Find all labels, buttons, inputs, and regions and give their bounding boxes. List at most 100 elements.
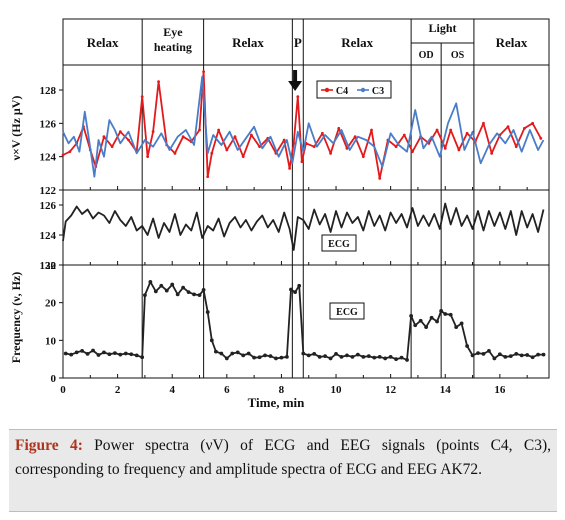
- data-point: [337, 126, 341, 130]
- data-point: [129, 352, 134, 357]
- data-point: [246, 351, 251, 356]
- data-point: [435, 128, 439, 132]
- data-point: [268, 354, 273, 359]
- data-point: [413, 323, 418, 328]
- data-point: [353, 135, 357, 139]
- data-point: [465, 344, 469, 348]
- data-point: [201, 287, 206, 292]
- marker-arrow-head: [288, 81, 303, 91]
- data-point: [274, 356, 278, 361]
- data-point: [323, 354, 328, 359]
- data-point: [454, 325, 459, 330]
- phase-header: [62, 18, 550, 66]
- data-point: [345, 353, 349, 358]
- legend-label: C3: [372, 86, 384, 97]
- data-point: [68, 150, 72, 154]
- data-point: [102, 350, 106, 355]
- data-point: [210, 151, 214, 155]
- data-point: [506, 125, 510, 129]
- y-tick-label: 124: [40, 152, 57, 164]
- data-point: [361, 155, 365, 159]
- data-point: [409, 313, 414, 318]
- data-point: [370, 128, 373, 132]
- x-tick-label: 0: [60, 384, 66, 396]
- data-point: [157, 80, 160, 84]
- x-tick-label: 12: [385, 384, 397, 396]
- data-point: [112, 351, 117, 356]
- data-point: [334, 351, 338, 356]
- data-point: [490, 151, 494, 155]
- y-tick-label: 0: [51, 373, 57, 385]
- data-point: [153, 289, 158, 294]
- caption-label: Figure 4:: [15, 437, 83, 454]
- data-point: [61, 153, 65, 157]
- data-point: [279, 355, 284, 360]
- data-point: [429, 315, 434, 320]
- data-point: [306, 353, 311, 358]
- data-point: [80, 348, 85, 353]
- data-point: [292, 141, 296, 145]
- data-point: [198, 128, 201, 132]
- data-point: [159, 283, 164, 288]
- data-point: [361, 355, 366, 359]
- data-point: [257, 355, 262, 360]
- data-point: [289, 287, 293, 292]
- data-point: [151, 130, 155, 134]
- data-point: [301, 351, 306, 356]
- phase-label: Relax: [496, 35, 528, 50]
- data-point: [209, 338, 214, 343]
- data-point: [235, 350, 240, 355]
- phase-label: Relax: [341, 35, 373, 50]
- data-point: [219, 351, 224, 356]
- data-point: [123, 351, 128, 356]
- y-tick-label: 10: [45, 335, 57, 347]
- data-point: [508, 354, 513, 359]
- phase-label: Relax: [87, 35, 119, 50]
- data-point: [312, 145, 316, 149]
- data-point: [372, 355, 377, 360]
- series-line: [62, 202, 545, 251]
- phase-sub-label: OS: [451, 50, 465, 61]
- phase-sub-label: OD: [419, 50, 434, 61]
- data-point: [418, 318, 423, 323]
- data-point: [143, 293, 147, 298]
- data-point: [492, 356, 497, 361]
- data-point: [296, 95, 300, 99]
- data-point: [258, 145, 261, 149]
- x-tick-label: 10: [331, 384, 343, 396]
- data-point: [263, 353, 267, 358]
- data-point: [345, 146, 349, 150]
- data-point: [288, 166, 292, 170]
- data-point: [424, 325, 429, 330]
- data-point: [383, 356, 388, 361]
- data-point: [241, 353, 246, 358]
- data-point: [170, 282, 175, 287]
- panel-frame: [62, 264, 550, 379]
- data-point: [320, 131, 324, 135]
- caption-text: Figure 4: Power spectra (νV) of ECG and …: [15, 434, 551, 482]
- data-point: [459, 321, 464, 326]
- data-point: [394, 357, 399, 362]
- data-point: [63, 351, 68, 356]
- data-point: [293, 290, 297, 295]
- data-point: [252, 355, 257, 360]
- data-point: [519, 353, 524, 358]
- data-point: [457, 148, 461, 152]
- figure-caption: Figure 4: Power spectra (νV) of ECG and …: [9, 429, 557, 512]
- data-point: [181, 285, 186, 290]
- data-point: [284, 355, 289, 359]
- y-axis-label: Frequency (ν, Hz): [9, 272, 23, 363]
- data-point: [107, 352, 112, 357]
- x-tick-label: 8: [279, 384, 285, 396]
- data-point: [140, 355, 145, 360]
- data-point: [350, 355, 355, 359]
- data-point: [69, 352, 74, 357]
- y-tick-label: 122: [40, 185, 57, 197]
- annotation-label: ECG: [336, 307, 358, 318]
- data-point: [213, 349, 218, 354]
- data-point: [465, 131, 469, 135]
- data-point: [487, 348, 491, 353]
- data-point: [181, 135, 185, 139]
